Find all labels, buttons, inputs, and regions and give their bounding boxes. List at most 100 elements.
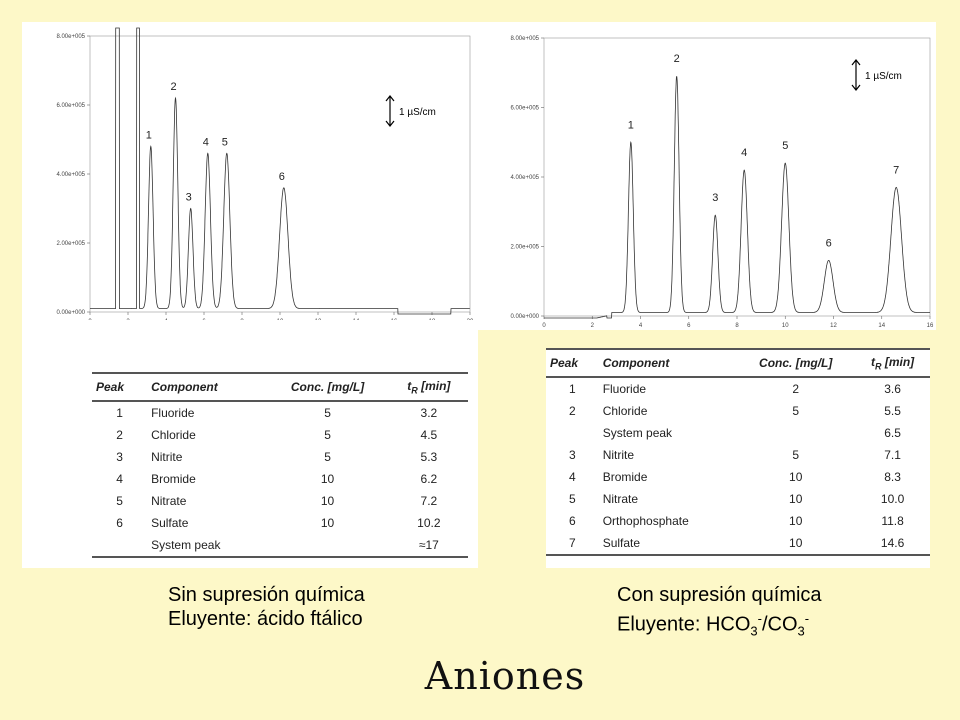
right-table-cell: Fluoride (602, 382, 647, 397)
right-table-cell: 5.5 (884, 404, 901, 419)
y-tick-label: 2.00e+005 (510, 245, 539, 251)
right-table-cell: Chloride (602, 404, 648, 419)
right-table-cell: 5 (569, 492, 576, 507)
peak-label-6: 6 (826, 237, 832, 249)
right-table-cell: 2 (569, 404, 576, 419)
left-table-cell: 5.3 (420, 450, 438, 465)
left-table-cell: 10.2 (417, 516, 441, 531)
x-tick-label: 10 (782, 323, 789, 329)
left-table-cell: 3 (116, 450, 123, 465)
right-table-cell: 1 (569, 382, 576, 397)
peak-label-1: 1 (628, 119, 634, 131)
table-row: 6 Sulfate 10 10.2 (92, 512, 468, 534)
peak-label-3: 3 (186, 192, 192, 204)
left-table-cell: 10 (320, 472, 335, 487)
right-table-cell: 6.5 (884, 426, 901, 441)
scale-bar-arrow-down (851, 84, 861, 91)
peak-label-4: 4 (741, 147, 747, 159)
right-table-cell: 5 (792, 404, 800, 419)
left-table-cell: 5 (324, 450, 331, 465)
table-row: 7 Sulfate 10 14.6 (546, 532, 930, 557)
x-tick-label: 0 (542, 323, 546, 329)
chromatogram-trace (90, 27, 470, 315)
y-tick-label: 6.00e+005 (56, 103, 85, 109)
left-table-cell: 7.2 (420, 494, 438, 509)
right-table-cell: 10 (736, 532, 856, 557)
left-table-cell: 1 (116, 406, 123, 421)
right-table-cell: 14.6 (855, 532, 930, 557)
left-peak-table: Peak Component Conc. [mg/L] tR [min] 1 Fluor… (92, 371, 468, 559)
x-tick-label: 12 (830, 323, 837, 329)
left-table-cell: Nitrite (151, 450, 183, 465)
left-table-cell: Fluoride (151, 406, 195, 421)
y-tick-label: 0.00e+000 (56, 310, 85, 316)
right-table-cell: 11.8 (881, 514, 904, 529)
table-row: 1 Fluoride 2 3.6 (546, 377, 930, 400)
left-table-cell: 4 (116, 472, 123, 487)
x-tick-label: 14 (878, 323, 885, 329)
table-row: 6 Orthophosphate 10 11.8 (546, 510, 930, 532)
peak-label-5: 5 (782, 140, 788, 152)
x-tick-label: 16 (927, 323, 934, 329)
x-tick-label: 4 (639, 323, 643, 329)
right-table-cell: 8.3 (884, 470, 901, 485)
table-row: 3 Nitrite 5 7.1 (546, 444, 930, 466)
page-title: Aniones (424, 654, 586, 698)
right-table-cell: System peak (602, 426, 673, 441)
scale-bar-label: 1 µS/cm (399, 107, 436, 118)
left-caption-line1: Sin supresión química (168, 584, 365, 606)
peak-label-7: 7 (893, 164, 899, 176)
x-tick-label: 2 (591, 323, 595, 329)
peak-label-6: 6 (279, 171, 285, 183)
left-table-cell: 5 (116, 494, 123, 509)
right-table-header: Conc. [mg/L] (736, 347, 856, 379)
left-table-cell: 4.5 (420, 428, 438, 443)
right-table-cell: 10 (789, 470, 803, 485)
table-row: 5 Nitrate 10 10.0 (546, 488, 930, 510)
table-row: 1 Fluoride 5 3.2 (92, 401, 468, 424)
scale-bar-arrow-down (385, 120, 395, 127)
scale-bar-arrow-up (851, 59, 861, 66)
left-caption-line2: Eluyente: ácido ftálico (168, 608, 363, 630)
table-row: 3 Nitrite 5 5.3 (92, 446, 468, 468)
left-table-cell: Chloride (151, 428, 196, 443)
right-table-cell: Nitrate (602, 492, 639, 507)
left-table-cell: 10 (320, 494, 335, 509)
left-table-cell: 3.2 (420, 406, 438, 421)
right-table-header: tR [min] (855, 347, 930, 379)
right-table-cell: 3 (569, 448, 576, 463)
left-table-cell: Nitrate (151, 494, 187, 509)
left-table-cell: 5 (324, 428, 331, 443)
right-table-cell: 4 (569, 470, 576, 485)
right-table-cell: 10.0 (880, 492, 905, 507)
right-caption: Con supresión química Eluyente: HCO3-/CO… (617, 583, 822, 644)
peak-label-2: 2 (674, 53, 680, 65)
peak-label-3: 3 (712, 192, 718, 204)
left-table-cell: 6 (116, 516, 123, 531)
peak-label-5: 5 (222, 136, 228, 148)
table-row: System peak 6.5 (546, 422, 930, 444)
x-tick-label: 8 (735, 323, 739, 329)
right-caption-line2: Eluyente: HCO3-/CO3- (617, 611, 810, 639)
y-tick-label: 4.00e+005 (56, 172, 85, 178)
table-row: 2 Chloride 5 4.5 (92, 424, 468, 446)
peak-label-4: 4 (203, 136, 209, 148)
right-caption-line1: Con supresión química (617, 584, 822, 606)
right-table-cell (736, 422, 855, 444)
scale-bar-arrow-up (385, 95, 395, 102)
y-tick-label: 8.00e+005 (510, 36, 539, 42)
left-table-cell (92, 534, 148, 559)
table-row: 4 Bromide 10 8.3 (546, 466, 930, 488)
right-table-cell: Nitrite (602, 448, 635, 463)
right-table-cell: Sulfate (598, 532, 737, 557)
right-peak-table: Peak Component Conc. [mg/L] tR [min] 1 Fluor… (546, 347, 930, 568)
right-table-cell (546, 422, 599, 444)
right-chart-panel: 0.00e+000 2.00e+005 4.00e+005 6.00e+005 8.00… (478, 22, 936, 330)
left-table-header: Component (147, 371, 266, 403)
left-caption: Sin supresión química Eluyente: ácido ft… (168, 583, 365, 631)
peak-label-2: 2 (170, 81, 176, 93)
chromatogram-trace (544, 76, 930, 319)
x-tick-label: 6 (687, 323, 691, 329)
left-chromatogram: 0.00e+000 2.00e+005 4.00e+005 6.00e+005 8.00… (56, 27, 474, 325)
right-table-cell: 10 (789, 514, 803, 529)
